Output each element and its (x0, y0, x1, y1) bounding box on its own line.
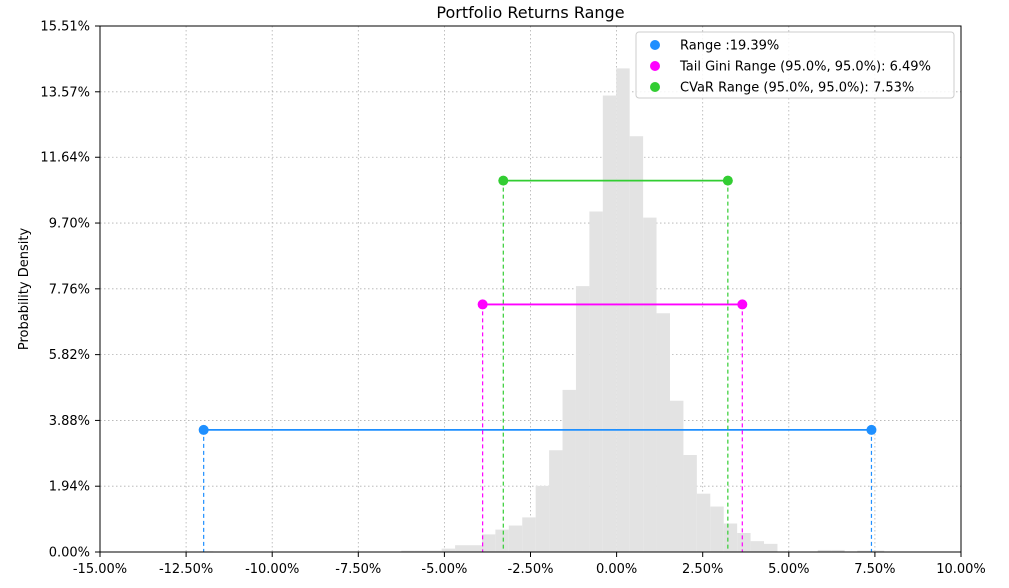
x-tick-label: 2.50% (682, 562, 723, 577)
range-left-marker (199, 425, 209, 435)
y-tick-label: 5.82% (49, 348, 90, 363)
chart-title: Portfolio Returns Range (436, 3, 624, 22)
y-tick-label: 13.57% (40, 85, 90, 100)
histogram-bar (482, 534, 495, 552)
histogram-bar (589, 212, 602, 552)
histogram-bar (710, 507, 723, 552)
range-left-marker (498, 176, 508, 186)
histogram-bar (549, 450, 562, 552)
histogram-bar (576, 286, 589, 552)
histogram-bar (536, 486, 549, 552)
y-tick-label: 11.64% (40, 151, 90, 166)
histogram-bar (630, 136, 643, 552)
legend-marker (650, 40, 660, 50)
y-tick-label: 0.00% (49, 546, 90, 561)
legend-label: CVaR Range (95.0%, 95.0%): 7.53% (680, 81, 914, 96)
x-axis-ticks: -15.00% -12.50% -10.00% -7.50% -5.00% -2.50% 0… (73, 552, 986, 577)
histogram-bar (563, 390, 576, 552)
x-tick-label: -2.50% (508, 562, 554, 577)
grid-layer (100, 26, 961, 552)
y-tick-label: 7.76% (49, 282, 90, 297)
range-left-marker (478, 299, 488, 309)
y-tick-label: 9.70% (49, 217, 90, 232)
legend-marker (650, 61, 660, 71)
x-tick-label: 10.00% (936, 562, 986, 577)
legend-label: Range :19.39% (680, 39, 779, 54)
y-tick-label: 1.94% (49, 480, 90, 495)
x-tick-label: 5.00% (768, 562, 809, 577)
histogram-bar (509, 526, 522, 552)
histogram-bar (751, 541, 764, 552)
histogram-bar (697, 494, 710, 552)
x-tick-label: -7.50% (335, 562, 381, 577)
histogram-bar (469, 545, 482, 552)
legend-marker (650, 82, 660, 92)
x-tick-label: -12.50% (159, 562, 213, 577)
x-tick-label: -15.00% (73, 562, 127, 577)
legend: Range :19.39% Tail Gini Range (95.0%, 95.… (636, 32, 954, 98)
y-tick-label: 3.88% (49, 414, 90, 429)
histogram-bar (737, 533, 750, 552)
x-tick-label: -5.00% (421, 562, 467, 577)
range-right-marker (737, 299, 747, 309)
y-tick-label: 15.51% (40, 20, 90, 35)
histogram-bar (442, 549, 455, 552)
x-tick-label: 0.00% (596, 562, 637, 577)
histogram-bar (670, 401, 683, 552)
histogram-bar (616, 68, 629, 552)
histogram-bar (683, 455, 696, 552)
histogram-bar (657, 313, 670, 552)
histogram-layer (200, 68, 884, 552)
histogram-bar (455, 545, 468, 552)
y-axis-label: Probability Density (17, 228, 32, 351)
x-tick-label: 7.50% (854, 562, 895, 577)
histogram-bar (764, 544, 777, 552)
histogram-bar (522, 517, 535, 552)
legend-label: Tail Gini Range (95.0%, 95.0%): 6.49% (679, 60, 931, 75)
histogram-bar (495, 530, 508, 552)
histogram-bar (724, 524, 737, 552)
range-right-marker (866, 425, 876, 435)
y-axis-ticks: 0.00% 1.94% 3.88% 5.82% 7.76% 9.70% 11.64% 13.5… (40, 20, 100, 561)
histogram-bar (643, 218, 656, 552)
range-right-marker (723, 176, 733, 186)
histogram-bar (603, 96, 616, 552)
x-tick-label: -10.00% (245, 562, 299, 577)
